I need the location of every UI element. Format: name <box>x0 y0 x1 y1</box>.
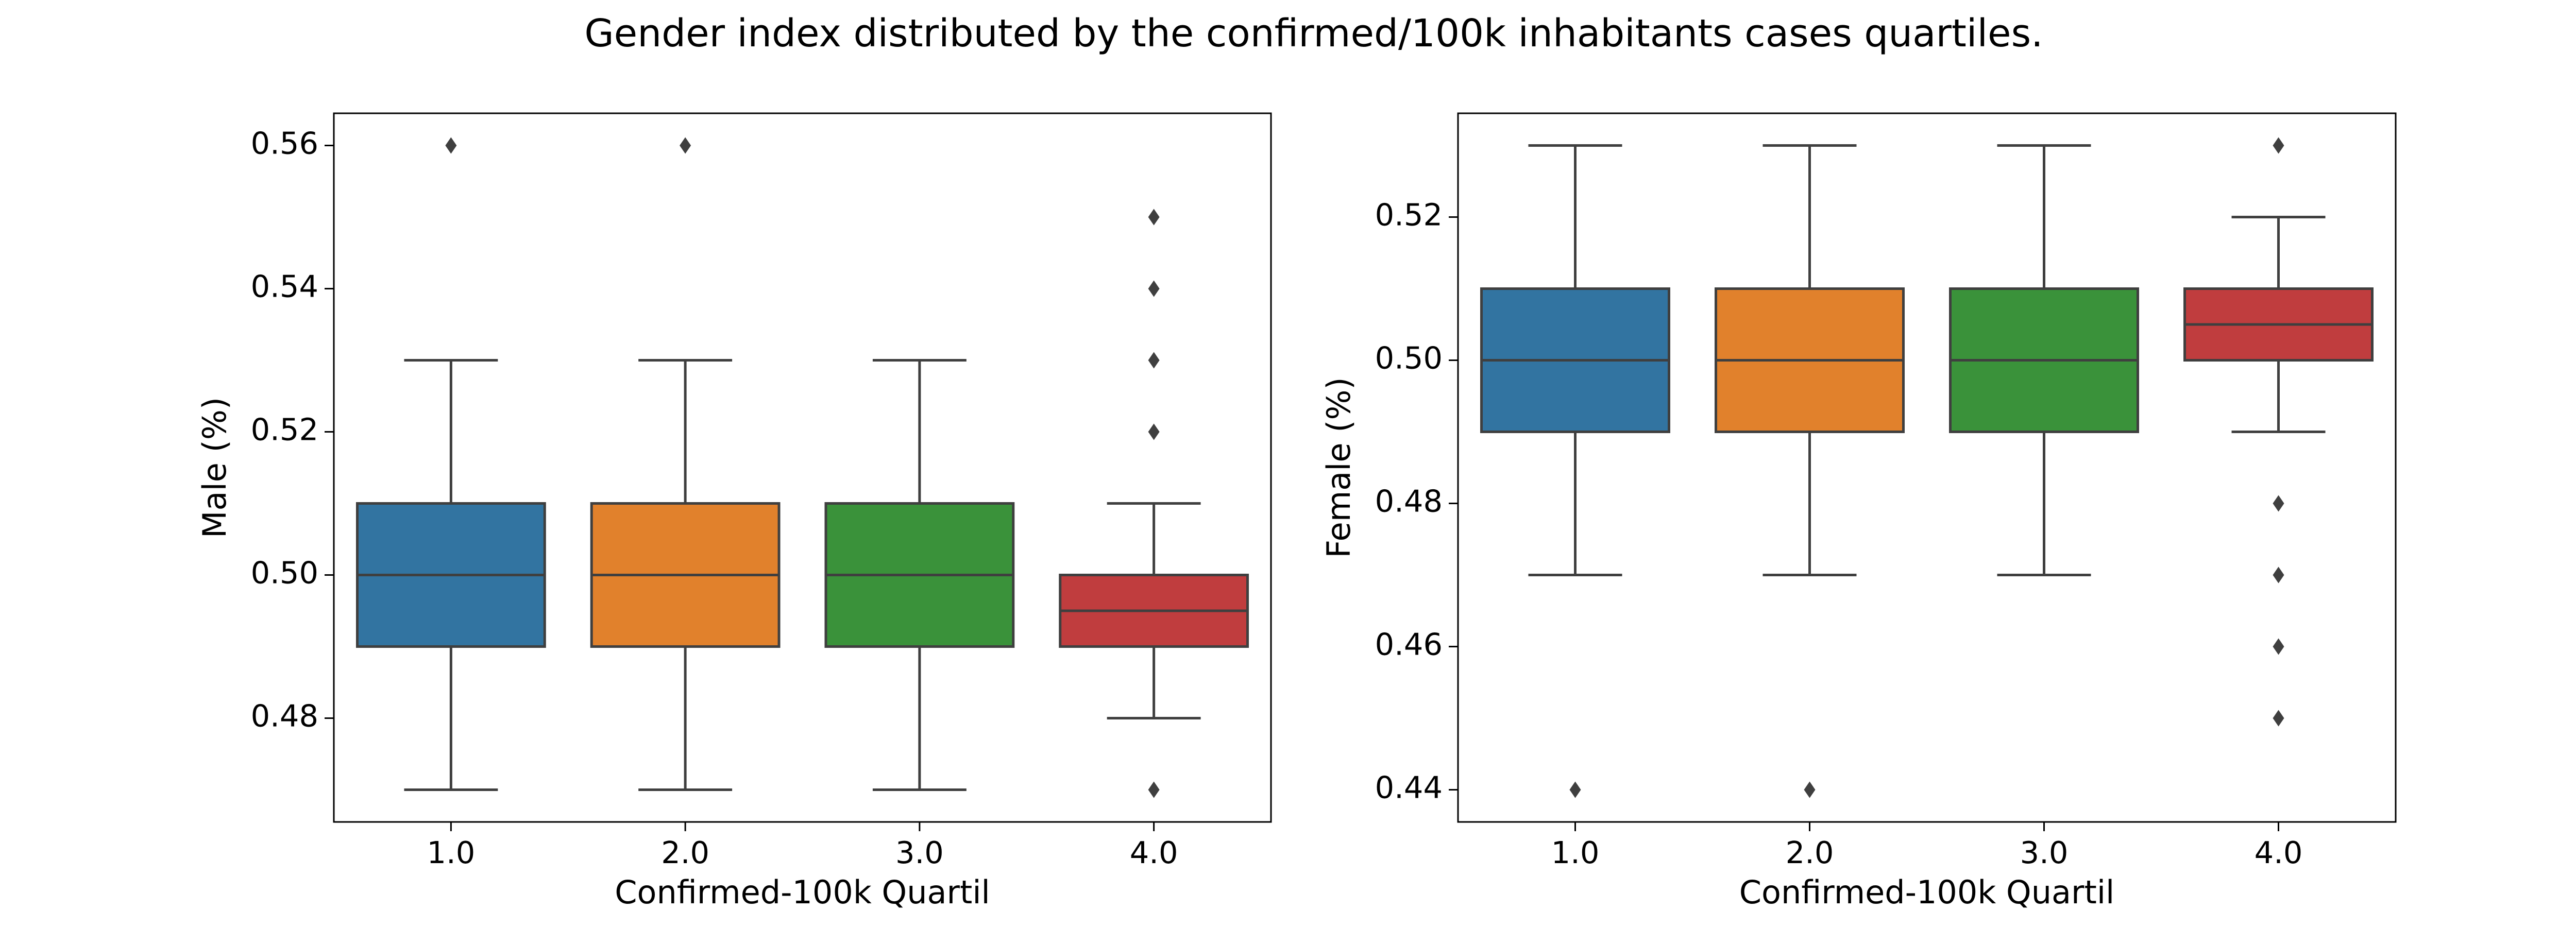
panel-1-outlier-point <box>680 137 691 154</box>
panel-1-y-axis-label: Male (%) <box>196 397 233 538</box>
panel-2-y-tick-label: 0.50 <box>1375 340 1443 376</box>
panel-1-outlier-point <box>445 137 457 154</box>
panel-1-x-tick-label: 2.0 <box>661 835 709 870</box>
panel-2-outlier-point <box>1569 781 1581 798</box>
panel-2-y-tick-label: 0.46 <box>1375 627 1443 662</box>
panel-1-x-axis-label: Confirmed-100k Quartil <box>615 873 990 911</box>
panel-1-y-tick-label: 0.52 <box>251 412 318 448</box>
figure-title: Gender index distributed by the confirme… <box>584 11 2043 56</box>
panel-2-x-tick-label: 1.0 <box>1551 835 1600 870</box>
panel-1-outlier-point <box>1148 352 1160 369</box>
panel-2-outlier-point <box>2273 137 2284 154</box>
panel-1-x-tick-label: 4.0 <box>1130 835 1178 870</box>
panel-1-x-tick-label: 1.0 <box>427 835 475 870</box>
panel-2-y-axis-label: Female (%) <box>1320 377 1358 558</box>
panel-2-y-tick-label: 0.52 <box>1375 197 1443 233</box>
panel-1-outlier-point <box>1148 781 1160 798</box>
panel-2-outlier-point <box>1804 781 1816 798</box>
panel-2-outlier-point <box>2273 566 2284 583</box>
panel-1-outlier-point <box>1148 423 1160 440</box>
panel-1-x-tick-label: 3.0 <box>895 835 944 870</box>
panel-1-y-tick-label: 0.54 <box>251 269 318 304</box>
panel-2-y-tick-label: 0.44 <box>1375 770 1443 805</box>
panel-2-outlier-point <box>2273 495 2284 512</box>
panel-2-axes-frame <box>1457 112 2397 823</box>
panel-1-y-tick-label: 0.56 <box>251 126 318 161</box>
panel-1-outlier-point <box>1148 209 1160 226</box>
panel-2-outlier-point <box>2273 710 2284 727</box>
panel-1-outlier-point <box>1148 280 1160 297</box>
panel-2-x-tick-label: 2.0 <box>1786 835 1834 870</box>
panel-2-outlier-point <box>2273 638 2284 655</box>
panel-2-x-axis-label: Confirmed-100k Quartil <box>1739 873 2115 911</box>
panel-2-x-tick-label: 4.0 <box>2255 835 2303 870</box>
panel-1-axes-frame <box>333 112 1272 823</box>
panel-1-y-tick-label: 0.48 <box>251 698 318 734</box>
panel-1-y-tick-label: 0.50 <box>251 555 318 591</box>
panel-2-y-tick-label: 0.48 <box>1375 484 1443 519</box>
panel-2-x-tick-label: 3.0 <box>2020 835 2069 870</box>
